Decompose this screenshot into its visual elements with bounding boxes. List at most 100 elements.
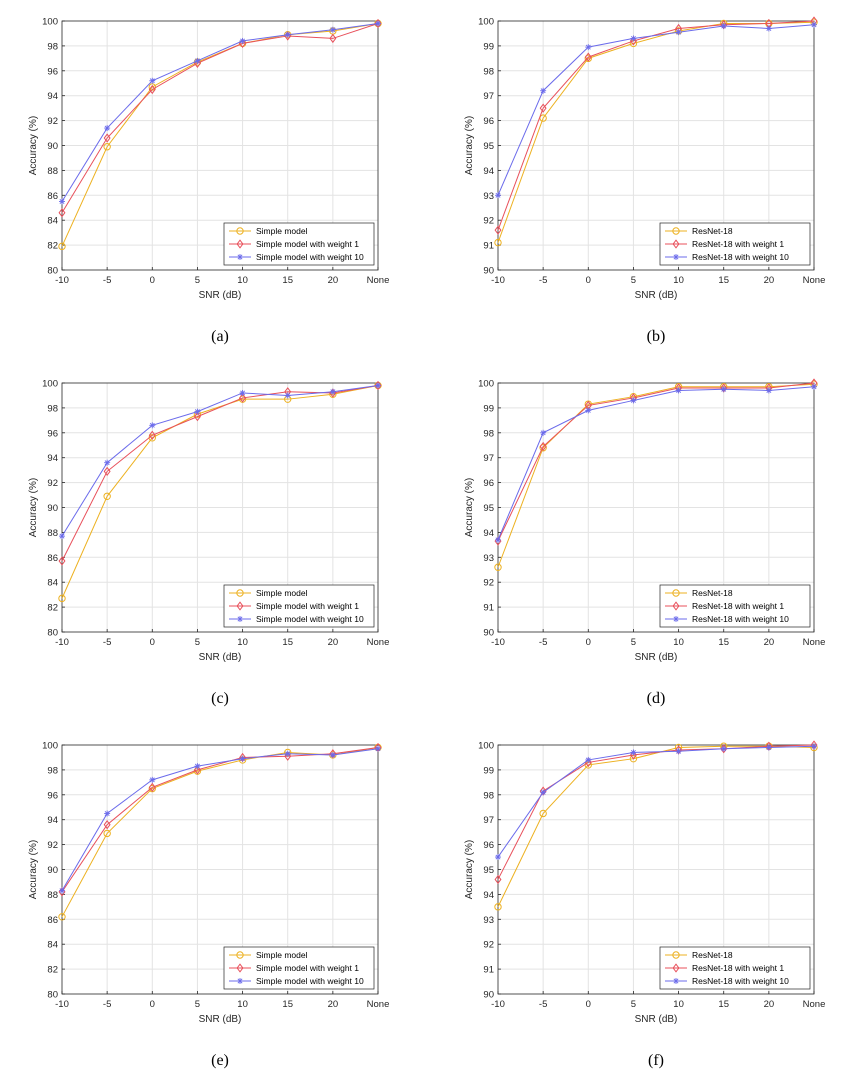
- y-tick-label: 86: [47, 915, 58, 926]
- x-axis-label: SNR (dB): [199, 290, 242, 301]
- series-3-point: [149, 77, 156, 84]
- x-tick-label: 5: [195, 275, 200, 286]
- x-tick-label: 15: [282, 637, 293, 648]
- x-tick-label: 10: [237, 275, 248, 286]
- series-3-point: [630, 749, 637, 756]
- panel-caption: (c): [211, 690, 229, 707]
- series-3-point: [765, 25, 772, 32]
- x-tick-label: 10: [673, 637, 684, 648]
- x-tick-label: 5: [631, 275, 636, 286]
- x-tick-label: None: [367, 637, 390, 648]
- x-tick-label: -10: [491, 999, 505, 1010]
- legend-swatch-marker: [672, 239, 680, 249]
- y-tick-label: 90: [483, 266, 494, 277]
- y-tick-label: 94: [47, 91, 58, 102]
- y-tick-label: 84: [47, 216, 58, 227]
- x-tick-label: None: [803, 637, 826, 648]
- series-3-point: [811, 743, 817, 750]
- series-2-point: [148, 782, 156, 792]
- series-3-point: [284, 31, 291, 38]
- series-line-3: [61, 748, 379, 891]
- y-tick-label: 99: [483, 403, 494, 414]
- series-2-point: [239, 393, 247, 403]
- series-2-point: [284, 751, 292, 761]
- x-tick-label: -10: [491, 637, 505, 648]
- legend: Simple model Simple model with weight 1 Si…: [223, 584, 375, 628]
- y-tick-label: 94: [483, 528, 494, 539]
- legend-swatch-marker: [672, 951, 680, 959]
- y-tick-label: 98: [483, 790, 494, 801]
- x-tick-label: -10: [491, 275, 505, 286]
- x-axis-label: SNR (dB): [199, 652, 242, 663]
- y-tick-label: 94: [483, 166, 494, 177]
- y-tick-label: 96: [47, 790, 58, 801]
- series-3-point: [585, 44, 592, 51]
- y-tick-label: 97: [483, 453, 494, 464]
- y-tick-label: 86: [47, 553, 58, 564]
- y-tick-label: 90: [483, 990, 494, 1001]
- series-3-point: [149, 422, 156, 429]
- y-tick-label: 100: [42, 741, 58, 752]
- series-2-point: [539, 103, 547, 113]
- series-2-point: [494, 225, 502, 235]
- series-3-point: [329, 26, 336, 33]
- series-2-point: [103, 466, 111, 477]
- y-tick-label: 84: [47, 940, 58, 951]
- x-tick-label: 0: [586, 275, 591, 286]
- chart-panel-c: -10 -5 0 5 10 15 20 None 80 82 84 86 88 90 92 94 96 98 100…: [28, 379, 389, 708]
- x-tick-label: 0: [150, 637, 155, 648]
- series-2-point: [103, 820, 111, 830]
- legend-swatch-marker: [236, 227, 244, 235]
- y-tick-label: 80: [47, 990, 58, 1001]
- legend: ResNet-18 ResNet-18 with weight 1 ResNet-1…: [659, 222, 811, 266]
- x-tick-label: 0: [586, 999, 591, 1010]
- x-axis-label: SNR (dB): [635, 652, 678, 663]
- series-line-2: [61, 746, 379, 893]
- y-tick-label: 92: [47, 478, 58, 489]
- x-tick-label: 20: [764, 999, 775, 1010]
- series-3-point: [375, 382, 381, 389]
- legend-swatch-marker: [672, 963, 680, 973]
- series-3-point: [495, 536, 501, 543]
- series-line-2: [497, 382, 815, 542]
- y-tick-label: 95: [483, 503, 494, 514]
- x-tick-label: -10: [55, 637, 69, 648]
- x-tick-label: 0: [586, 637, 591, 648]
- series-1-point: [494, 903, 502, 911]
- series-2-point: [193, 765, 201, 775]
- x-tick-label: 10: [673, 999, 684, 1010]
- series-1-point: [58, 594, 66, 603]
- series-2-point: [539, 441, 547, 452]
- y-tick-label: 96: [47, 66, 58, 77]
- legend-entry: ResNet-18: [692, 226, 733, 236]
- x-tick-label: 20: [328, 999, 339, 1010]
- y-tick-label: 92: [483, 940, 494, 951]
- x-tick-label: 0: [150, 999, 155, 1010]
- x-tick-label: 5: [195, 637, 200, 648]
- series-line-3: [61, 22, 379, 202]
- y-tick-label: 92: [47, 116, 58, 127]
- y-tick-label: 100: [42, 17, 58, 28]
- series-line-3: [497, 386, 815, 541]
- x-tick-label: 15: [718, 637, 729, 648]
- x-tick-label: 5: [631, 999, 636, 1010]
- y-tick-label: 90: [47, 503, 58, 514]
- y-tick-label: 97: [483, 815, 494, 826]
- series-3-point: [495, 192, 501, 199]
- y-tick-label: 93: [483, 915, 494, 926]
- y-axis-label: Accuracy (%): [28, 116, 39, 175]
- series-1-point: [494, 238, 502, 247]
- y-axis-label: Accuracy (%): [28, 478, 39, 537]
- y-tick-label: 82: [47, 965, 58, 976]
- series-3-point: [329, 388, 336, 395]
- panel-caption: (a): [211, 328, 229, 345]
- legend-entry: Simple model with weight 1: [256, 239, 359, 249]
- y-tick-label: 99: [483, 41, 494, 52]
- series-3-point: [104, 459, 111, 466]
- y-tick-label: 80: [47, 266, 58, 277]
- series-3-point: [194, 763, 201, 770]
- x-tick-label: 10: [237, 999, 248, 1010]
- y-tick-label: 88: [47, 528, 58, 539]
- y-tick-label: 94: [47, 453, 58, 464]
- series-line-1: [497, 383, 815, 568]
